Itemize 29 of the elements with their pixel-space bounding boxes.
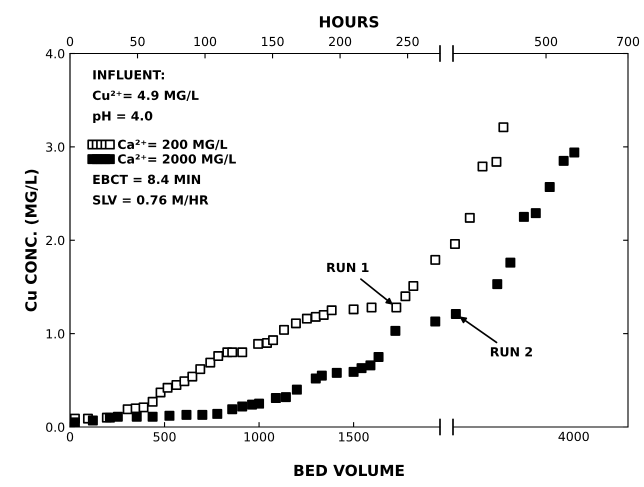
x2-tick-label: 100 xyxy=(194,36,216,46)
annotation: pH = 4.0 xyxy=(93,111,152,124)
x2-tick-label: 50 xyxy=(130,36,145,46)
x-tick-label: 1500 xyxy=(339,432,369,442)
x2-axis-title: HOURS xyxy=(320,16,378,28)
annotation: INFLUENT: xyxy=(93,70,164,80)
annotation: SLV = 0.76 M/HR xyxy=(93,195,208,206)
y-tick-label: 0.0 xyxy=(46,422,64,432)
annotation: RUN 2 xyxy=(490,347,532,357)
y-tick-label: 4.0 xyxy=(46,48,64,58)
x2-tick-label: 150 xyxy=(262,36,284,46)
y-tick-label: 3.0 xyxy=(46,142,64,152)
legend-label: Ca²⁺= 2000 MG/L xyxy=(118,154,236,165)
annotation: Cu²⁺= 4.9 MG/L xyxy=(92,90,199,102)
x-tick-label: 0 xyxy=(66,432,74,442)
y-tick-label: 2.0 xyxy=(46,236,64,246)
x-axis-title: BED VOLUME xyxy=(294,464,404,476)
y-axis-title: Cu CONC. (MG/L) xyxy=(24,170,39,312)
annotation: RUN 1 xyxy=(327,262,368,272)
y-tick-label: 1.0 xyxy=(46,329,64,339)
x-tick-label: 500 xyxy=(154,432,176,442)
legend-label: Ca²⁺= 200 MG/L xyxy=(118,140,228,150)
x-tick-label: 700 xyxy=(617,36,640,46)
x2-tick-label: 250 xyxy=(396,36,419,46)
x-tick-label: 500 xyxy=(535,36,558,46)
text: 4000 xyxy=(558,432,589,442)
x-tick-label: 1000 xyxy=(244,432,274,442)
x2-tick-label: 200 xyxy=(329,36,352,46)
annotation: EBCT = 8.4 MIN xyxy=(93,174,200,184)
